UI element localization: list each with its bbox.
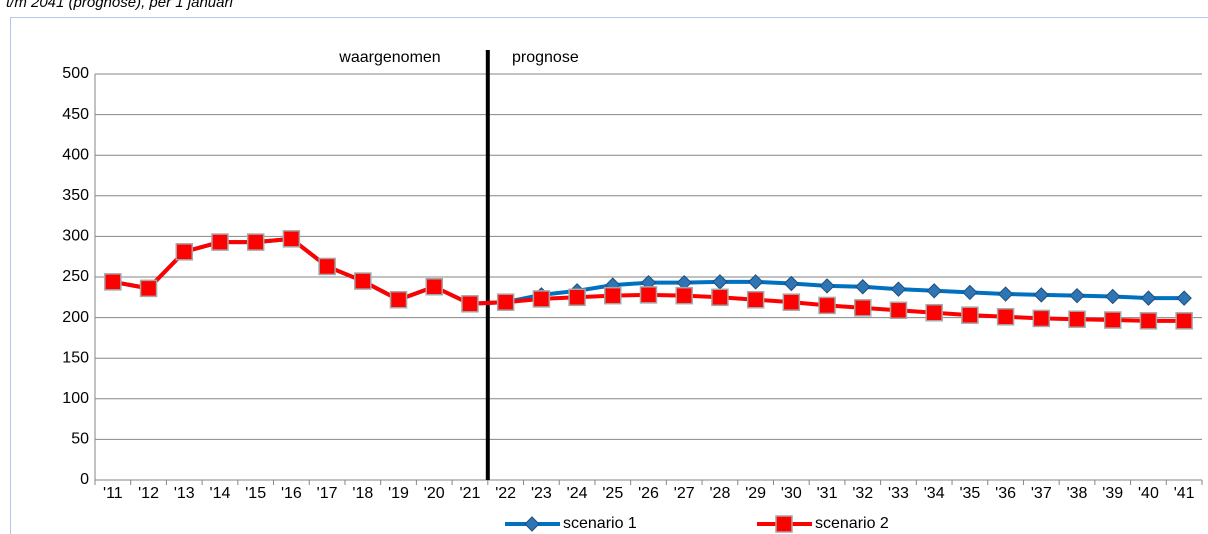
data-point (389, 290, 408, 309)
x-tick-label: '41 (1174, 485, 1195, 502)
x-tick-label: '21 (460, 485, 481, 502)
legend-marker (524, 516, 540, 532)
legend-label: scenario 2 (815, 515, 889, 532)
data-point (1140, 290, 1157, 306)
data-point (889, 301, 908, 320)
x-tick-label: '22 (495, 485, 516, 502)
x-tick-label: '23 (531, 485, 552, 502)
y-tick-label: 50 (71, 431, 89, 448)
y-tick-label: 250 (62, 268, 89, 285)
x-tick-label: '20 (424, 485, 445, 502)
data-point (1105, 288, 1121, 305)
data-point (354, 272, 372, 290)
data-point (1069, 287, 1085, 304)
data-point (961, 306, 979, 324)
x-tick-label: '25 (602, 485, 623, 502)
x-tick-label: '34 (924, 485, 945, 502)
x-tick-label: '24 (567, 485, 588, 502)
data-point (997, 286, 1014, 302)
x-tick-label: '40 (1138, 485, 1159, 502)
data-point (783, 275, 800, 292)
data-point (746, 290, 765, 309)
data-point (819, 278, 835, 294)
x-tick-label: '15 (245, 485, 266, 502)
data-point (1033, 287, 1050, 303)
chart-subtitle: t/m 2041 (prognose), per 1 januari (6, 0, 233, 11)
x-tick-label: '39 (1102, 485, 1123, 502)
data-point (568, 288, 586, 307)
x-tick-label: '13 (174, 485, 195, 502)
x-tick-label: '26 (638, 485, 659, 502)
data-point (104, 273, 122, 291)
chart-frame (10, 17, 1208, 534)
legend-label: scenario 1 (563, 515, 637, 532)
x-tick-label: '27 (674, 485, 695, 502)
data-point (211, 233, 229, 251)
data-point (818, 296, 836, 315)
data-point (532, 290, 551, 308)
x-tick-label: '31 (817, 485, 838, 502)
x-tick-label: '11 (103, 485, 123, 502)
data-point (711, 288, 729, 307)
data-point (926, 283, 942, 299)
data-point (854, 299, 872, 317)
y-tick-label: 500 (62, 65, 89, 82)
data-point (496, 293, 515, 311)
data-point (996, 308, 1015, 326)
data-point (461, 295, 479, 313)
x-tick-label: '18 (352, 485, 373, 502)
data-point (675, 286, 693, 305)
data-point (782, 293, 801, 311)
data-point (747, 274, 764, 290)
data-point (1176, 290, 1192, 306)
y-tick-label: 100 (62, 390, 89, 407)
x-tick-label: '28 (709, 485, 730, 502)
annotation: prognose (512, 49, 579, 66)
x-tick-label: '17 (317, 485, 338, 502)
data-point (1103, 311, 1122, 329)
x-tick-label: '35 (959, 485, 980, 502)
data-point (1068, 310, 1086, 328)
x-tick-label: '14 (210, 485, 231, 502)
data-point (1139, 312, 1158, 330)
data-point (855, 279, 871, 295)
data-point (890, 281, 907, 297)
x-tick-label: '30 (781, 485, 802, 502)
data-point (1032, 309, 1051, 328)
x-tick-label: '12 (138, 485, 159, 502)
x-tick-label: '38 (1067, 485, 1088, 502)
y-tick-label: 0 (80, 471, 89, 488)
data-point (1175, 312, 1193, 330)
y-tick-label: 200 (62, 309, 89, 326)
data-point (246, 233, 265, 251)
data-point (282, 230, 301, 248)
annotation: waargenomen (338, 49, 440, 66)
data-point (318, 257, 336, 276)
data-point (139, 279, 158, 298)
x-tick-label: '19 (388, 485, 409, 502)
y-tick-label: 300 (62, 228, 89, 245)
y-tick-label: 400 (62, 146, 89, 163)
x-tick-label: '33 (888, 485, 909, 502)
data-point (639, 286, 658, 304)
data-point (925, 303, 943, 322)
data-point (604, 286, 622, 305)
y-tick-label: 150 (62, 349, 89, 366)
x-tick-label: '29 (745, 485, 766, 502)
data-point (962, 284, 978, 301)
data-point (425, 277, 443, 296)
y-tick-label: 450 (62, 106, 89, 123)
y-tick-label: 350 (62, 187, 89, 204)
x-tick-label: '36 (995, 485, 1016, 502)
x-tick-label: '32 (852, 485, 873, 502)
data-point (175, 243, 194, 261)
legend-marker (775, 515, 793, 533)
x-tick-label: '37 (1031, 485, 1052, 502)
x-tick-label: '16 (281, 485, 302, 502)
